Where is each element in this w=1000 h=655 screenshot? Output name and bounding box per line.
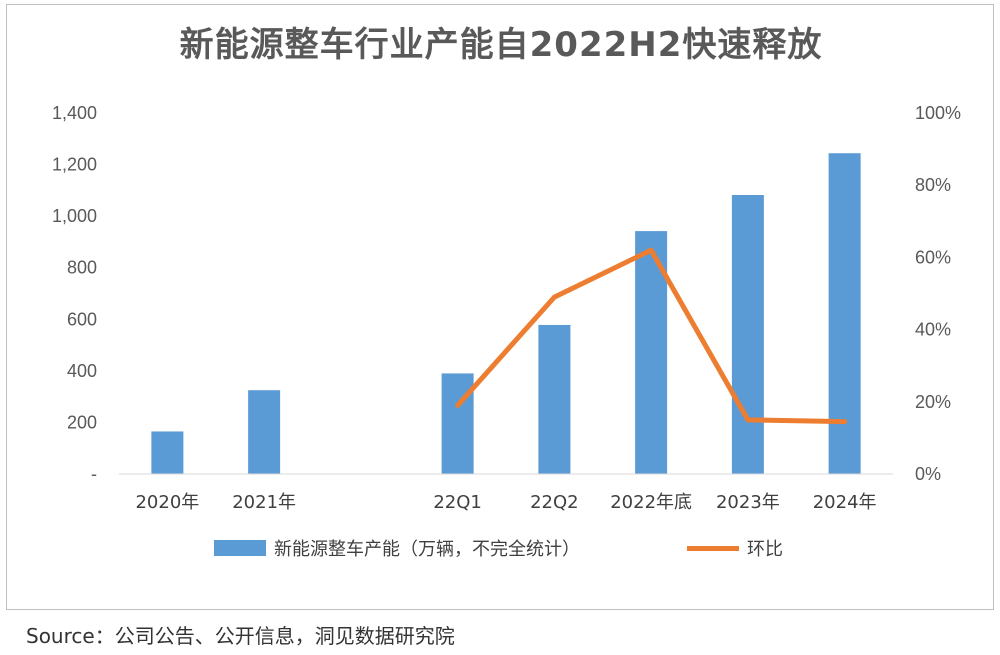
bar [151,431,184,474]
y-left-tick-label: 800 [67,258,97,278]
chart-frame: 新能源整车行业产能自2022H2快速释放 - 200 400 600 800 1,000 1… [6,4,994,610]
y-left-tick-label: 1,000 [52,206,97,226]
y-right-tick-label: 40% [915,320,951,340]
legend-label-qoq: 环比 [747,539,783,560]
y-right-tick-label: 0% [915,464,941,484]
x-tick-label: 2022年底 [610,492,692,513]
y-left-tick-label: 1,400 [52,103,97,123]
bar [538,324,571,474]
legend-item-capacity: 新能源整车产能（万辆，不完全统计） [214,533,580,563]
x-tick-label: 22Q2 [530,492,579,513]
legend-item-qoq: 环比 [687,533,783,563]
y-right-tick-label: 60% [915,247,951,267]
y-left-tick-label: 400 [67,361,97,381]
y-left-tick-label: - [91,464,97,484]
y-left-tick-label: 200 [67,412,97,432]
y-right-tick-label: 20% [915,392,951,412]
legend: 新能源整车产能（万辆，不完全统计） 环比 [7,533,995,563]
legend-swatch-line [687,545,739,551]
x-tick-label: 2021年 [232,492,296,513]
legend-label-capacity: 新能源整车产能（万辆，不完全统计） [274,539,580,560]
y-right-tick-label: 100% [915,103,961,123]
bar [731,194,764,474]
y-left-tick-label: 600 [67,309,97,329]
bar [248,390,281,474]
y-left-tick-label: 1,200 [52,155,97,175]
source-note: Source：公司公告、公开信息，洞见数据研究院 [26,624,455,648]
x-tick-label: 2020年 [135,492,199,513]
plot-area: - 200 400 600 800 1,000 1,200 1,400 0% 20% 40% 60% 8… [52,103,961,513]
x-tick-label: 22Q1 [433,492,482,513]
bar [828,153,861,474]
y-right-tick-label: 80% [915,175,951,195]
chart-title: 新能源整车行业产能自2022H2快速释放 [179,25,823,65]
legend-swatch-bar [214,540,266,556]
x-tick-label: 2023年 [716,492,780,513]
x-tick-label: 2024年 [813,492,877,513]
bar [441,373,474,474]
